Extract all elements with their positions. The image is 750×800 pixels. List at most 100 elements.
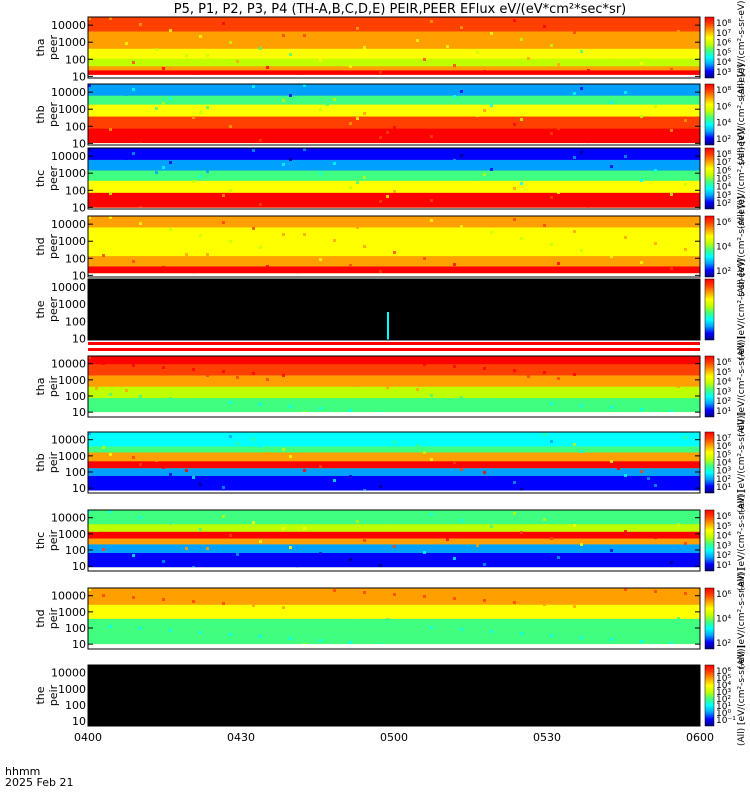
flux-pixel <box>684 542 687 545</box>
flux-pixel <box>587 562 590 565</box>
flux-pixel <box>363 46 366 49</box>
colorbar-tick-label: 10⁶ <box>716 442 731 452</box>
flux-pixel <box>252 149 255 152</box>
flux-pixel <box>296 612 299 615</box>
flux-pixel <box>289 455 292 458</box>
energy-band <box>88 159 700 171</box>
colorbar-label: (All) [eV/(cm²-s-sr-eV)] <box>737 412 747 513</box>
flux-pixel <box>356 482 359 485</box>
colorbar <box>704 83 715 146</box>
flux-pixel <box>132 61 135 64</box>
flux-pixel <box>677 124 680 127</box>
flux-pixel <box>513 19 516 22</box>
flux-pixel <box>617 511 620 514</box>
energy-band <box>88 128 700 144</box>
flux-pixel <box>416 444 419 447</box>
flux-pixel <box>125 535 128 538</box>
y-tick-label: 10 <box>72 406 86 419</box>
flux-pixel <box>476 178 479 181</box>
flux-pixel <box>222 194 225 197</box>
colorbar-tick-label: 10⁵ <box>716 175 731 185</box>
flux-pixel <box>483 563 486 566</box>
x-tick-label: 0600 <box>686 731 714 744</box>
flux-pixel <box>303 469 306 472</box>
energy-band <box>88 604 700 619</box>
flux-pixel <box>229 534 232 537</box>
flux-pixel <box>423 58 426 61</box>
y-tick-label: 1000 <box>58 167 86 180</box>
y-axis-label-probe: thd <box>34 609 47 627</box>
flux-pixel <box>617 96 620 99</box>
flux-pixel <box>252 604 255 607</box>
plot-frame <box>87 509 701 572</box>
flux-pixel <box>222 370 225 373</box>
flux-pixel <box>169 161 172 164</box>
flux-pixel <box>610 460 613 463</box>
flux-pixel <box>430 513 433 516</box>
flux-pixel <box>543 224 546 227</box>
y-tick-label: 1000 <box>58 528 86 541</box>
flux-pixel <box>319 108 322 111</box>
colorbar <box>704 355 715 418</box>
flux-pixel <box>95 619 98 622</box>
energy-band <box>88 95 700 105</box>
flux-pixel <box>573 605 576 608</box>
flux-pixel <box>393 361 396 364</box>
flux-pixel <box>109 216 112 219</box>
flux-pixel <box>229 41 232 44</box>
y-axis-label-species: peir <box>47 451 60 473</box>
flux-pixel <box>109 510 112 513</box>
flux-pixel <box>88 216 91 219</box>
flux-pixel <box>640 261 643 264</box>
flux-pixel <box>266 66 269 69</box>
flux-pixel <box>199 175 202 178</box>
energy-band <box>88 266 700 274</box>
flux-pixel <box>430 199 433 202</box>
y-tick-label: 10 <box>72 201 86 214</box>
flux-pixel <box>490 398 493 401</box>
flux-pixel <box>430 626 433 629</box>
flux-pixel <box>222 515 225 518</box>
colorbar-tick-label: 10³ <box>716 688 731 698</box>
colorbar-tick-label: 10⁴ <box>716 378 731 388</box>
energy-band <box>88 544 700 554</box>
flux-pixel <box>169 473 172 476</box>
flux-pixel <box>647 517 650 520</box>
flux-pixel <box>647 24 650 27</box>
colorbar-label: (All) [eV/(cm²-s-sr-eV)] <box>737 196 747 297</box>
flux-pixel <box>550 44 553 47</box>
flux-pixel <box>550 132 553 135</box>
flux-pixel <box>125 621 128 624</box>
flux-pixel <box>95 529 98 532</box>
flux-pixel <box>282 606 285 609</box>
colorbar-tick-label: 10⁴ <box>716 119 731 129</box>
flux-pixel <box>206 106 209 109</box>
flux-pixel <box>363 245 366 248</box>
energy-band <box>88 524 700 532</box>
flux-pixel <box>132 88 135 91</box>
flux-pixel <box>527 375 530 378</box>
colorbar-tick-label: 10⁵ <box>716 522 731 532</box>
flux-pixel <box>647 174 650 177</box>
energy-band <box>88 630 700 645</box>
flux-pixel <box>654 169 657 172</box>
flux-pixel <box>363 176 366 179</box>
flux-pixel <box>289 546 292 549</box>
y-tick-label: 100 <box>65 390 86 403</box>
flux-pixel <box>296 72 299 75</box>
flux-pixel <box>155 541 158 544</box>
flux-pixel <box>102 254 105 257</box>
flux-pixel <box>416 150 419 153</box>
flux-pixel <box>266 265 269 268</box>
x-axis-label: hhmm <box>5 765 40 778</box>
flux-pixel <box>319 407 322 410</box>
flux-pixel <box>580 50 583 53</box>
flux-pixel <box>640 470 643 473</box>
flux-pixel <box>557 127 560 130</box>
energy-band <box>88 588 700 605</box>
flux-pixel <box>333 98 336 101</box>
flux-pixel <box>236 184 239 187</box>
flux-pixel <box>259 203 262 206</box>
flux-pixel <box>520 531 523 534</box>
energy-band <box>88 17 700 32</box>
